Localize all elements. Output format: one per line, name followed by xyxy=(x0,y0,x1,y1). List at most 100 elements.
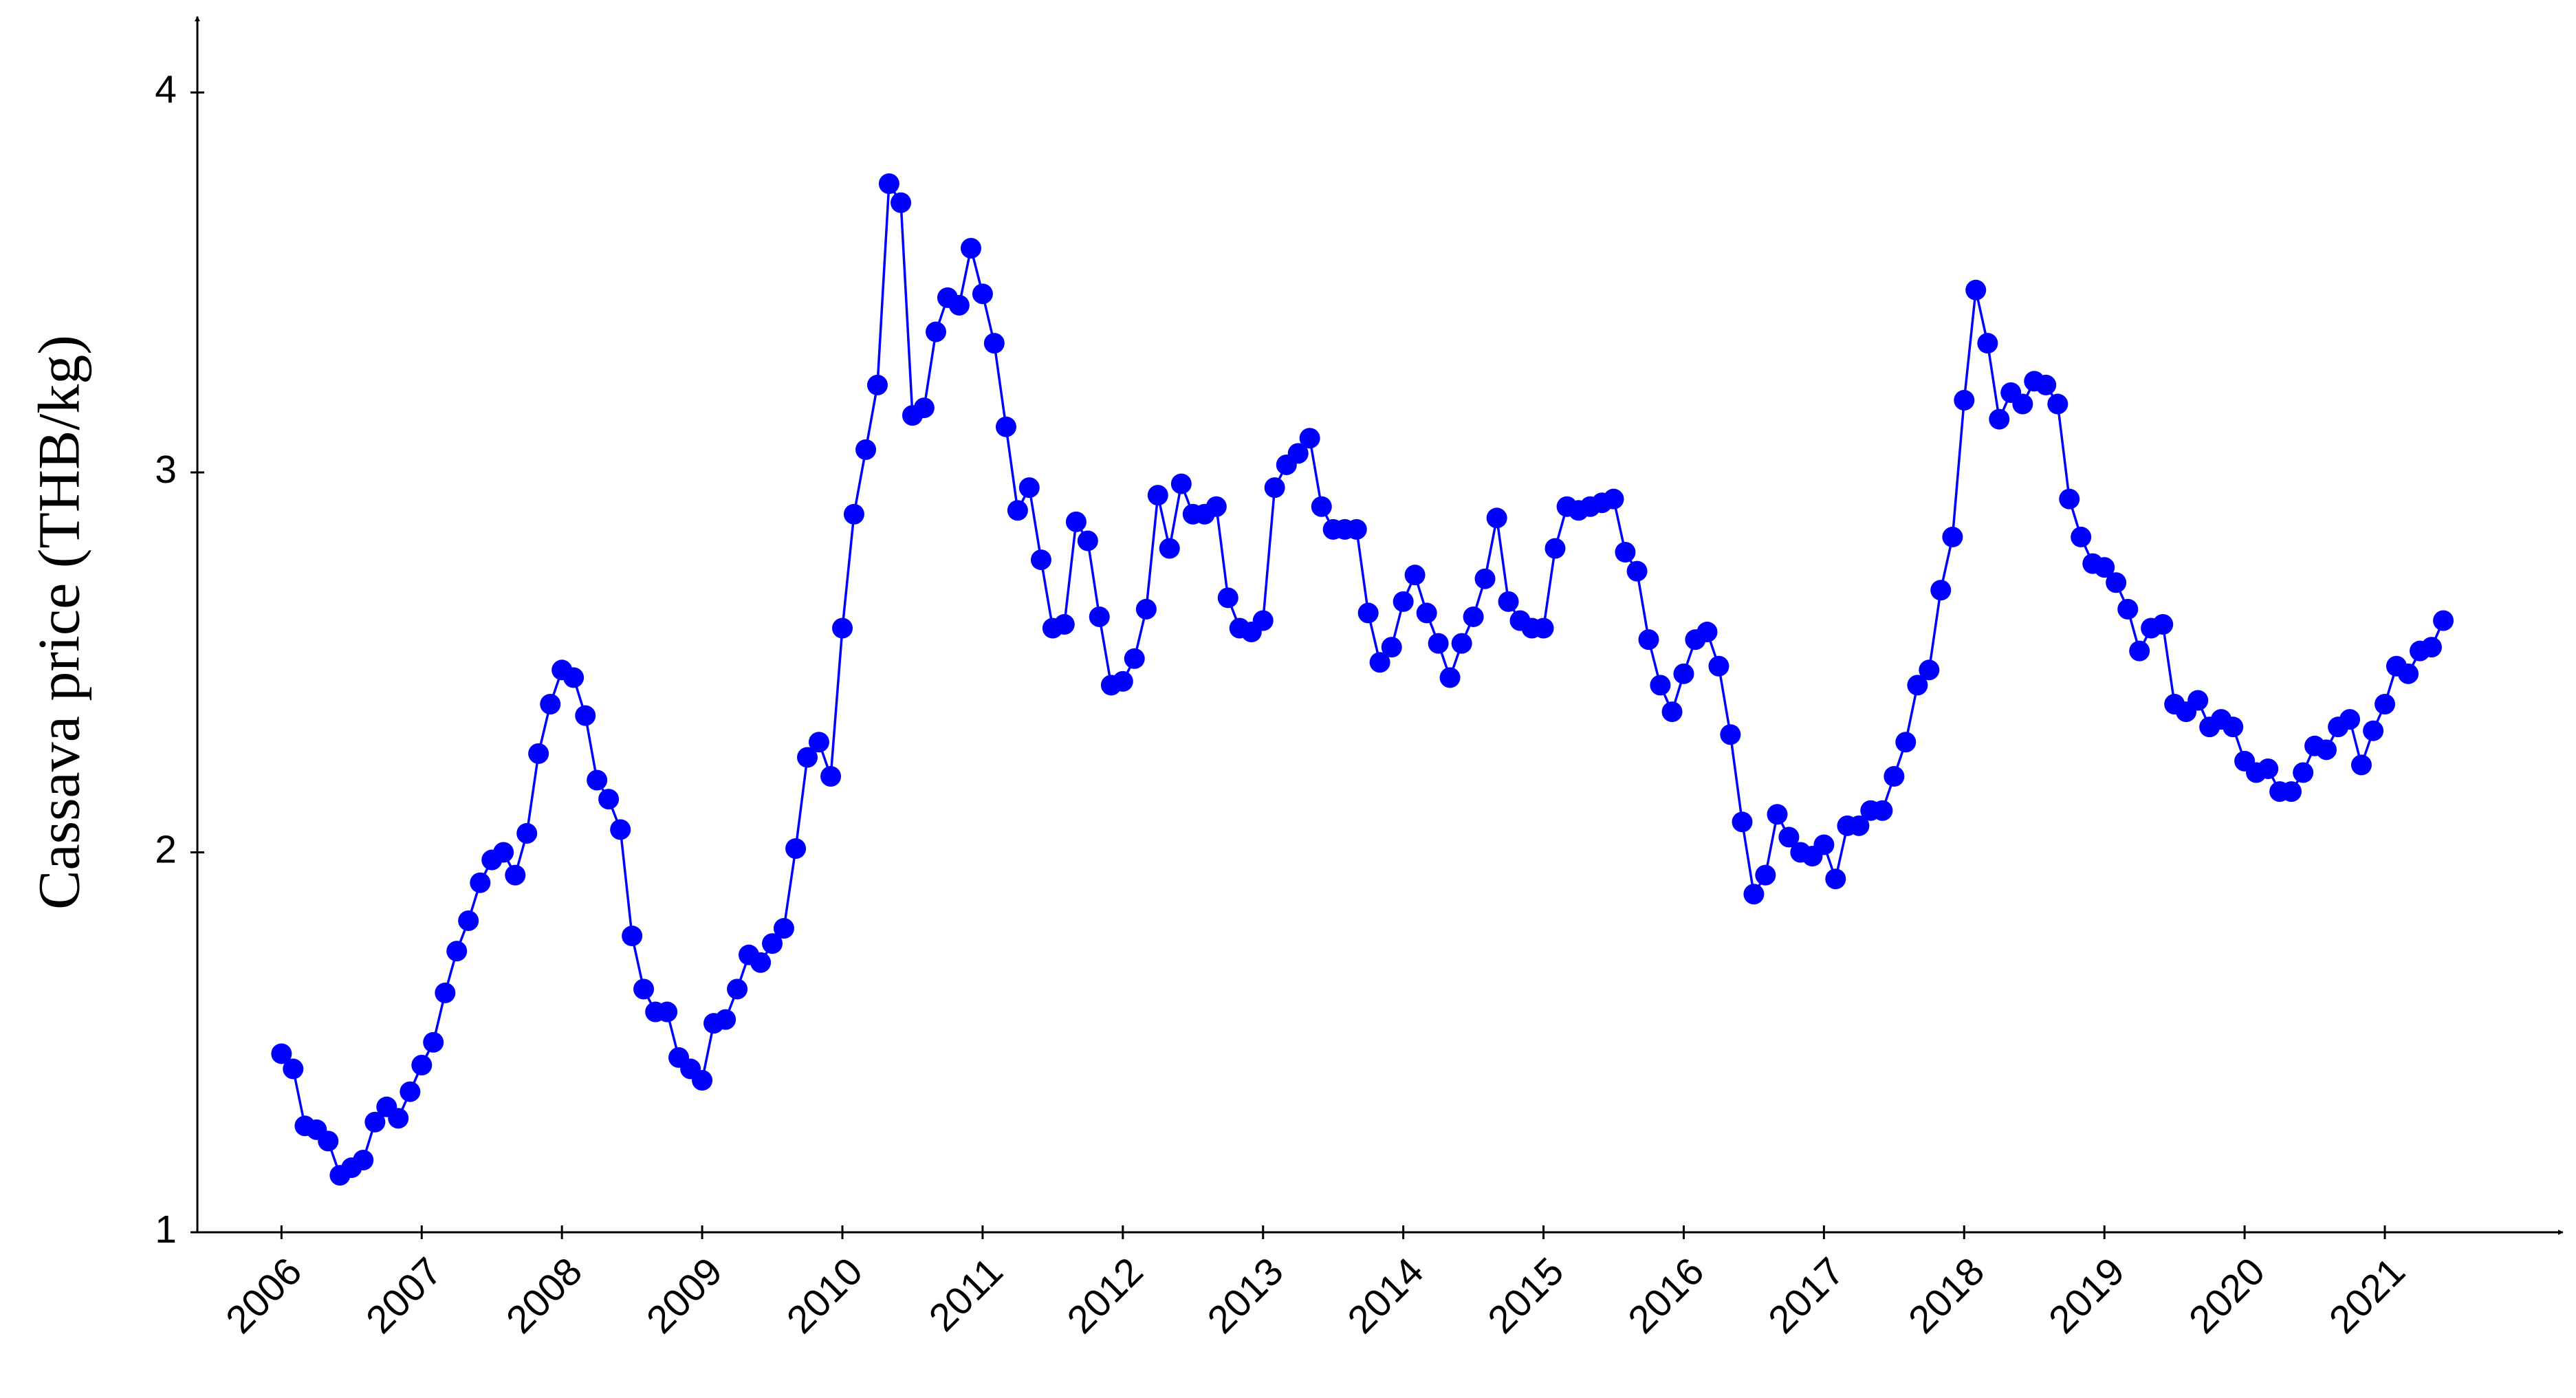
data-point xyxy=(1942,526,1963,547)
data-point xyxy=(808,732,829,753)
data-point xyxy=(633,979,655,1000)
data-point xyxy=(271,1043,292,1064)
data-point xyxy=(762,933,783,954)
data-point xyxy=(1077,530,1098,551)
data-point xyxy=(446,941,468,962)
data-point xyxy=(1252,610,1274,631)
data-point xyxy=(1661,701,1683,723)
data-point xyxy=(1755,864,1776,886)
data-point xyxy=(1813,834,1835,855)
data-point xyxy=(2129,640,2150,662)
data-point xyxy=(1007,500,1028,521)
data-point xyxy=(1217,587,1238,609)
data-point xyxy=(1264,477,1285,499)
data-point xyxy=(2223,717,2244,738)
data-point xyxy=(1626,560,1648,582)
x-tick-label: 2008 xyxy=(498,1249,591,1342)
data-point xyxy=(1474,568,1496,589)
data-point xyxy=(1977,333,1998,354)
x-tick-label: 2015 xyxy=(1479,1249,1572,1342)
data-point xyxy=(1720,724,1741,745)
data-point xyxy=(1393,591,1414,612)
data-point xyxy=(353,1150,374,1171)
data-point xyxy=(1428,633,1449,654)
data-point xyxy=(773,918,794,939)
data-point xyxy=(1930,580,1952,601)
data-point xyxy=(493,842,514,863)
data-point xyxy=(972,283,993,305)
data-point xyxy=(1381,637,1402,658)
data-point xyxy=(2047,393,2069,415)
data-point xyxy=(2012,393,2033,415)
data-point xyxy=(2433,610,2454,631)
data-point xyxy=(1404,565,1426,586)
data-point xyxy=(866,374,888,395)
data-point xyxy=(820,766,842,787)
y-tick-label: 4 xyxy=(155,68,177,112)
data-point xyxy=(948,294,970,316)
data-point xyxy=(2152,614,2174,635)
data-point xyxy=(1638,629,1659,651)
data-point xyxy=(1965,279,1987,301)
data-point xyxy=(470,872,491,893)
data-point xyxy=(2059,488,2080,510)
data-point xyxy=(750,952,772,973)
data-point xyxy=(1650,675,1671,696)
data-point xyxy=(2281,781,2302,802)
data-point xyxy=(2187,690,2209,711)
data-point xyxy=(2258,758,2279,779)
y-tick-label: 2 xyxy=(155,828,177,872)
data-point xyxy=(2106,572,2127,593)
x-tick-label: 2011 xyxy=(921,1249,1012,1340)
x-tick-label: 2016 xyxy=(1619,1249,1712,1342)
data-point xyxy=(926,321,947,342)
data-point xyxy=(1696,622,1718,643)
data-point xyxy=(2339,709,2361,730)
x-tick-label: 2021 xyxy=(2321,1249,2414,1342)
data-point xyxy=(318,1131,339,1152)
data-point xyxy=(1311,496,1332,517)
x-tick-label: 2017 xyxy=(1760,1249,1853,1342)
data-point xyxy=(1895,732,1917,753)
data-point xyxy=(423,1031,444,1053)
x-tick-label: 2019 xyxy=(2040,1249,2133,1342)
x-tick-label: 2006 xyxy=(217,1249,310,1342)
data-point xyxy=(1673,663,1694,684)
data-point xyxy=(1416,602,1437,624)
data-point xyxy=(1135,598,1157,620)
data-point xyxy=(458,910,479,931)
data-point xyxy=(1486,507,1507,529)
x-tick-label: 2012 xyxy=(1059,1249,1152,1342)
data-point xyxy=(575,705,596,726)
data-point xyxy=(364,1111,386,1133)
data-point xyxy=(1439,667,1461,688)
data-point xyxy=(598,789,620,810)
x-tick-label: 2009 xyxy=(638,1249,731,1342)
data-point xyxy=(2398,663,2419,684)
x-tick-label: 2007 xyxy=(358,1249,450,1342)
data-point xyxy=(528,743,549,764)
data-point xyxy=(1825,869,1846,890)
data-point xyxy=(1018,477,1040,499)
data-point xyxy=(1369,652,1390,673)
data-point xyxy=(1989,408,2010,430)
x-tick-label: 2013 xyxy=(1199,1249,1292,1342)
data-point xyxy=(2350,754,2372,776)
data-point xyxy=(913,397,935,419)
data-point xyxy=(843,503,864,525)
data-point xyxy=(283,1058,304,1080)
data-point xyxy=(1743,884,1765,905)
data-point xyxy=(2094,557,2115,578)
data-point xyxy=(1065,511,1087,532)
data-point xyxy=(1147,485,1168,506)
data-point xyxy=(1357,602,1379,624)
data-point xyxy=(1112,670,1133,692)
data-point xyxy=(1603,488,1624,510)
data-point xyxy=(1544,538,1566,559)
data-point xyxy=(400,1081,421,1102)
x-tick-label: 2014 xyxy=(1340,1249,1432,1342)
x-tick-label: 2018 xyxy=(1900,1249,1993,1342)
data-point xyxy=(587,769,608,791)
data-point xyxy=(855,439,877,460)
data-point xyxy=(657,1001,678,1023)
